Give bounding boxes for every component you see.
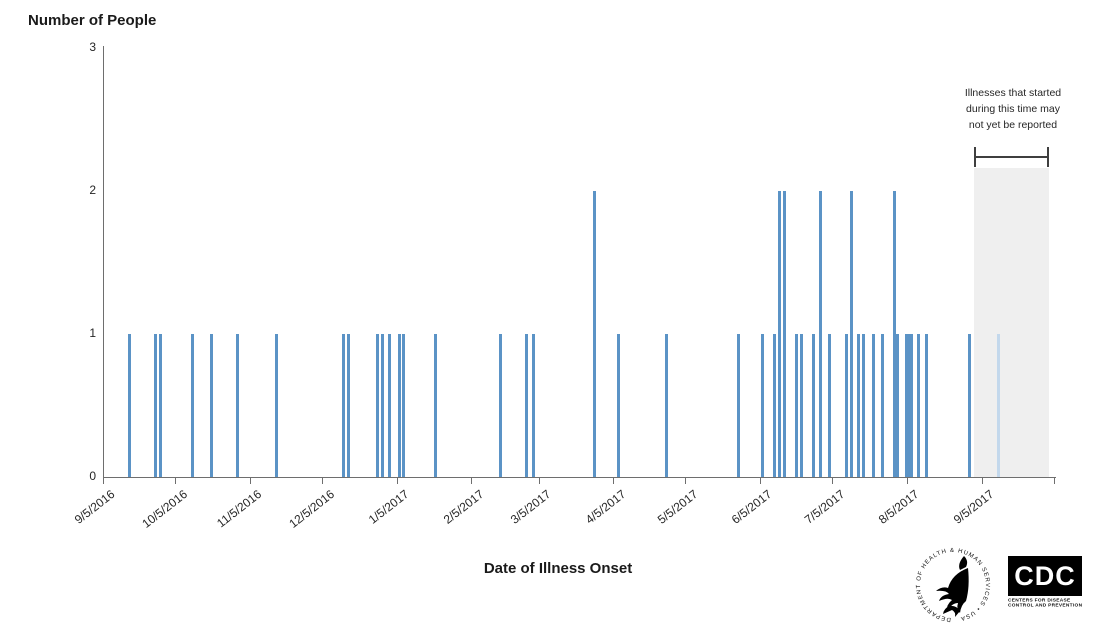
- annotation-line: not yet be reported: [968, 119, 1058, 131]
- cdc-logo: CDC CENTERS FOR DISEASE CONTROL AND PREV…: [1008, 556, 1082, 614]
- y-tick-label: 2: [89, 183, 96, 197]
- x-tick-mark: [396, 478, 398, 484]
- case-bar: [794, 334, 798, 477]
- case-bar: [871, 334, 875, 477]
- case-bar: [236, 334, 240, 477]
- x-tick-mark: [906, 478, 908, 484]
- case-bar: [402, 334, 406, 477]
- y-tick-label: 3: [89, 40, 96, 54]
- case-bar: [397, 334, 401, 477]
- case-bar: [190, 334, 194, 477]
- case-bar: [154, 334, 158, 477]
- case-bar: [881, 334, 885, 477]
- case-bar: [782, 191, 786, 477]
- x-tick-label: 2/5/2017: [440, 487, 486, 527]
- x-tick-label: 5/5/2017: [654, 487, 701, 527]
- case-bar: [736, 334, 740, 477]
- case-bar: [777, 191, 781, 477]
- case-bar: [525, 334, 529, 477]
- x-tick-mark: [175, 478, 177, 484]
- not-yet-reported-region: [974, 168, 1049, 477]
- x-tick-label: 7/5/2017: [801, 487, 847, 527]
- case-bar: [857, 334, 861, 477]
- case-bar: [818, 191, 822, 477]
- case-bar: [274, 334, 278, 477]
- x-tick-label: 8/5/2017: [876, 487, 922, 527]
- hhs-eagle-icon: [936, 556, 969, 617]
- case-bar: [862, 334, 866, 477]
- chart-title: Number of People: [28, 12, 157, 29]
- annotation-line: Illnesses that started: [964, 87, 1062, 99]
- bracket-line: [976, 156, 1047, 158]
- case-bar: [498, 334, 502, 477]
- x-tick-label: 10/5/2016: [139, 487, 190, 531]
- case-bar: [532, 334, 536, 477]
- case-bar: [592, 191, 596, 477]
- case-bar: [342, 334, 346, 477]
- x-tick-mark: [832, 478, 834, 484]
- case-bar: [850, 191, 854, 477]
- x-tick-label: 6/5/2017: [729, 487, 775, 527]
- x-tick-label: 1/5/2017: [365, 487, 412, 527]
- case-bar: [380, 334, 384, 477]
- x-tick-mark: [760, 478, 762, 484]
- case-bar: [761, 334, 765, 477]
- x-tick-label: 9/5/2016: [72, 487, 118, 527]
- y-axis-line: [103, 46, 104, 477]
- case-bar: [924, 334, 928, 477]
- cdc-logo-subtext: CENTERS FOR DISEASE CONTROL AND PREVENTI…: [1008, 597, 1083, 608]
- x-tick-mark: [685, 478, 687, 484]
- hhs-logo: DEPARTMENT OF HEALTH & HUMAN SERVICES • …: [916, 548, 989, 622]
- case-bar: [828, 334, 832, 477]
- x-tick-mark: [981, 478, 983, 484]
- case-bar: [209, 334, 213, 477]
- x-tick-mark: [322, 478, 324, 484]
- x-tick-mark: [1053, 478, 1055, 484]
- case-bar: [917, 334, 921, 477]
- x-tick-mark: [471, 478, 473, 484]
- case-bar: [616, 334, 620, 477]
- x-axis-line: [103, 477, 1056, 478]
- x-tick-label: 3/5/2017: [507, 487, 554, 527]
- x-tick-mark: [538, 478, 540, 484]
- x-tick-label: 12/5/2016: [285, 487, 337, 531]
- case-bar: [893, 191, 897, 477]
- x-tick-mark: [613, 478, 615, 484]
- case-bar: [159, 334, 163, 477]
- x-tick-label: 11/5/2016: [214, 487, 265, 531]
- annotation-line: during this time may: [966, 103, 1060, 115]
- case-bar-pending: [996, 334, 1000, 477]
- x-axis-title: Date of Illness Onset: [483, 560, 633, 577]
- case-bar: [773, 334, 777, 477]
- case-bar: [811, 334, 815, 477]
- x-tick-label: 9/5/2017: [950, 487, 997, 527]
- case-bar: [127, 334, 131, 477]
- case-bar: [387, 334, 391, 477]
- case-bar: [968, 334, 972, 477]
- cdc-logo-acronym: CDC: [1014, 560, 1076, 591]
- case-bar: [895, 334, 899, 477]
- x-tick-mark: [249, 478, 251, 484]
- not-yet-reported-bracket: [974, 147, 1049, 167]
- case-bar: [433, 334, 437, 477]
- x-tick-mark: [103, 478, 104, 484]
- case-bar: [905, 334, 909, 477]
- x-tick-label: 4/5/2017: [582, 487, 628, 527]
- cdc-logo-box: CDC: [1008, 556, 1082, 596]
- case-bar: [347, 334, 350, 477]
- footer-logos: DEPARTMENT OF HEALTH & HUMAN SERVICES • …: [912, 543, 1098, 627]
- y-tick-label: 0: [89, 469, 96, 483]
- case-bar: [664, 334, 668, 477]
- case-bar: [910, 334, 914, 477]
- case-bar: [845, 334, 849, 477]
- case-bar: [375, 334, 379, 477]
- not-yet-reported-annotation: Illnesses that started during this time …: [942, 85, 1084, 133]
- case-bar: [799, 334, 803, 477]
- case-bar: [907, 334, 911, 477]
- y-tick-label: 1: [89, 326, 96, 340]
